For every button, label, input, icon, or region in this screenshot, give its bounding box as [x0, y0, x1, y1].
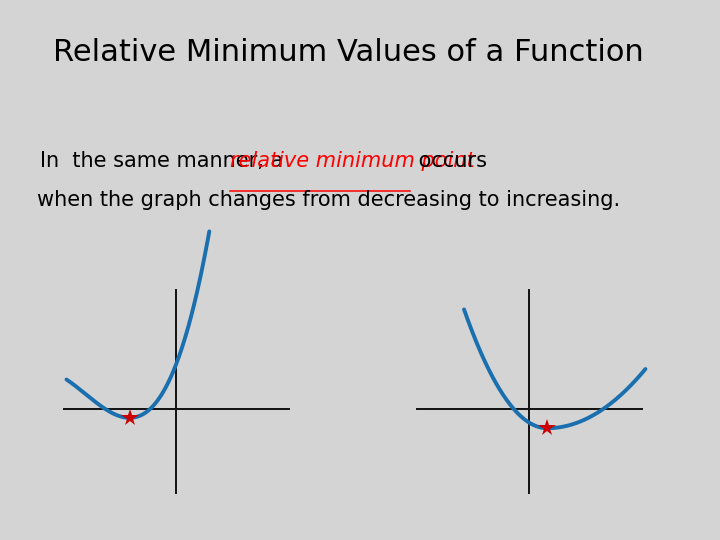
Text: relative minimum point: relative minimum point	[230, 151, 474, 171]
Text: In  the same manner, a: In the same manner, a	[40, 151, 289, 171]
Text: when the graph changes from decreasing to increasing.: when the graph changes from decreasing t…	[37, 190, 621, 210]
Text: Relative Minimum Values of a Function: Relative Minimum Values of a Function	[53, 38, 643, 67]
Text: occurs: occurs	[413, 151, 487, 171]
